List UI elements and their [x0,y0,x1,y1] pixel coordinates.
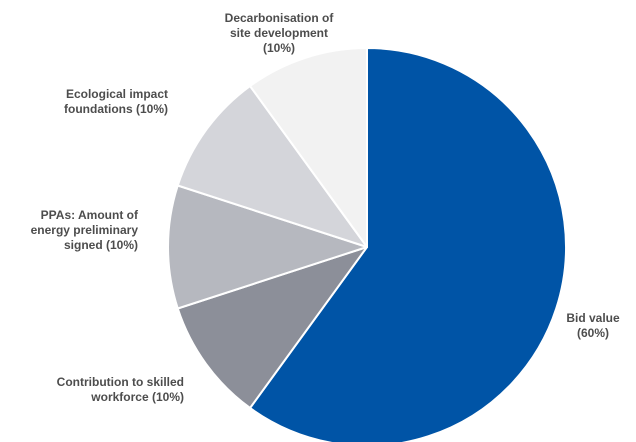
slice-label-line: (60%) [577,326,609,340]
pie-slice-2 [176,246,368,409]
pie-labels: Bid value (60%) Contribution to skilled wor… [31,11,620,404]
slice-label-line: workforce (10%) [90,390,184,404]
slice-label-3: PPAs: Amount of energy preliminary signed … [31,208,139,252]
pie-slice-5 [249,47,368,248]
slice-label-2: Contribution to skilled workforce (10%) [57,375,184,404]
slice-label-line: Ecological impact [66,87,168,101]
slice-label-1: Bid value (60%) [566,311,620,340]
slice-label-line: Decarbonisation of [225,11,335,25]
slice-label-line: Bid value [566,311,620,325]
slice-label-line: PPAs: Amount of [41,208,139,222]
slice-label-line: site development [230,26,328,40]
pie-slice-4 [176,85,368,248]
slice-label-line: foundations (10%) [64,102,168,116]
slice-label-line: Contribution to skilled [57,375,184,389]
pie-slices [167,47,567,442]
slice-label-line: energy preliminary [31,223,139,237]
slice-label-4: Ecological impact foundations (10%) [64,87,168,116]
slice-label-line: (10%) [263,41,295,55]
pie-slice-3 [167,184,368,310]
slice-label-5: Decarbonisation of site development (10%) [225,11,335,55]
pie-slice-1 [249,47,567,442]
slice-label-line: signed (10%) [64,238,138,252]
